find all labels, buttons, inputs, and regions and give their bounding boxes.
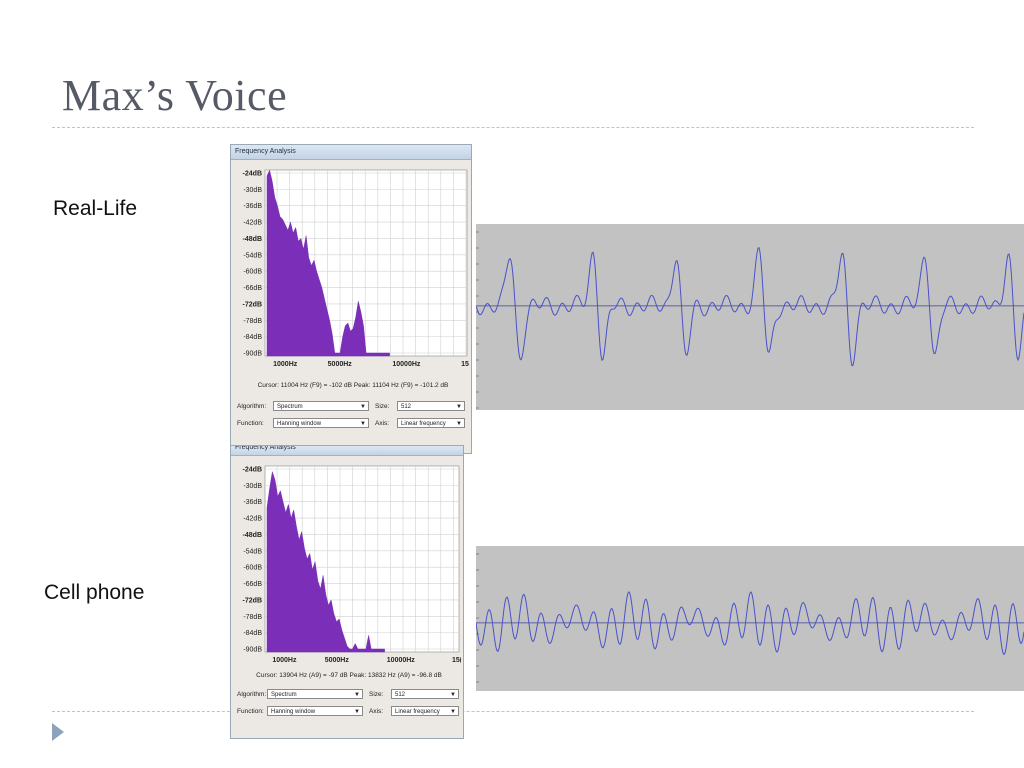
waveform-plot	[476, 231, 1024, 409]
algorithm-value: Spectrum	[277, 404, 303, 410]
waveform-plot	[476, 553, 1024, 683]
hz-tick-label: 1000Hz	[273, 361, 298, 368]
function-value: Hanning window	[271, 709, 316, 715]
chevron-down-icon: ▼	[450, 709, 456, 715]
algorithm-label: Algorithm:	[237, 691, 267, 698]
db-tick-label: -42dB	[243, 516, 262, 523]
spectrum-area	[266, 169, 390, 357]
function-label: Function:	[237, 708, 264, 715]
spectrum-plot: -24dB -30dB -36dB -42dB -48dB -54dB -60dB -66dB…	[243, 465, 461, 664]
window-title: Frequency Analysis	[231, 145, 471, 160]
db-tick-label: -42dB	[243, 220, 262, 227]
size-select[interactable]: 512 ▼	[391, 689, 459, 699]
function-select[interactable]: Hanning window ▼	[267, 706, 363, 716]
db-tick-label: -84dB	[243, 334, 262, 341]
hz-tick-label: 10000Hz	[392, 361, 421, 368]
size-value: 512	[395, 692, 406, 698]
db-tick-label: -90dB	[243, 351, 262, 358]
db-tick-label: -84dB	[243, 630, 262, 637]
axis-select[interactable]: Linear frequency ▼	[397, 418, 465, 428]
db-tick-label: -30dB	[243, 187, 262, 194]
hz-tick-label: 1000Hz	[272, 657, 297, 664]
chevron-down-icon: ▼	[354, 709, 360, 715]
frequency-analysis-window-real-life[interactable]: Frequency Analysis -24dB -30dB -36dB -42dB -…	[230, 144, 472, 454]
chevron-down-icon: ▼	[456, 421, 462, 427]
chevron-down-icon: ▼	[456, 404, 462, 410]
chevron-down-icon: ▼	[354, 692, 360, 698]
hz-tick-label: 15(	[452, 657, 461, 664]
db-tick-label: -30dB	[243, 483, 262, 490]
hz-tick-label: 5000Hz	[328, 361, 353, 368]
db-tick-label: -66dB	[243, 581, 262, 588]
axis-value: Linear frequency	[401, 421, 446, 427]
size-label: Size:	[375, 403, 390, 410]
cursor-readout: Cursor: 13904 Hz (A9) = -97 dB Peak: 138…	[256, 672, 442, 679]
db-tick-label: -72dB	[243, 597, 262, 604]
caption-real-life: Real-Life	[53, 197, 138, 220]
db-tick-label: -24dB	[243, 467, 262, 474]
size-select[interactable]: 512 ▼	[397, 401, 465, 411]
footer-divider	[52, 711, 974, 712]
waveform-real-life	[476, 224, 1024, 410]
db-tick-label: -72dB	[243, 301, 262, 308]
db-tick-label: -60dB	[243, 565, 262, 572]
db-tick-label: -60dB	[243, 269, 262, 276]
hz-tick-label: 5000Hz	[325, 657, 350, 664]
axis-label: Axis:	[375, 420, 390, 427]
frequency-analysis-window-cell-phone[interactable]: Frequency Analysis -24dB -30dB -36dB -42dB -…	[230, 445, 464, 739]
algorithm-label: Algorithm:	[237, 403, 267, 410]
waveform-trace	[476, 590, 1024, 656]
db-tick-label: -24dB	[243, 171, 262, 178]
db-tick-label: -78dB	[243, 614, 262, 621]
db-tick-label: -48dB	[243, 532, 262, 539]
bullet-arrow-icon	[52, 723, 64, 741]
axis-value: Linear frequency	[395, 709, 440, 715]
chevron-down-icon: ▼	[450, 692, 456, 698]
slide-title: Max’s Voice	[62, 71, 288, 120]
function-select[interactable]: Hanning window ▼	[273, 418, 369, 428]
title-divider	[52, 127, 974, 128]
algorithm-value: Spectrum	[271, 692, 297, 698]
db-tick-label: -66dB	[243, 285, 262, 292]
waveform-trace	[476, 246, 1024, 367]
db-tick-label: -54dB	[243, 548, 262, 555]
algorithm-select[interactable]: Spectrum ▼	[273, 401, 369, 411]
cursor-readout: Cursor: 11004 Hz (F9) = -102 dB Peak: 11…	[257, 382, 449, 389]
algorithm-select[interactable]: Spectrum ▼	[267, 689, 363, 699]
axis-select[interactable]: Linear frequency ▼	[391, 706, 459, 716]
db-tick-label: -54dB	[243, 252, 262, 259]
db-tick-label: -36dB	[243, 499, 262, 506]
waveform-cell-phone	[476, 546, 1024, 691]
caption-cell-phone: Cell phone	[44, 581, 145, 604]
hz-tick-label: 15	[461, 361, 469, 368]
chevron-down-icon: ▼	[360, 421, 366, 427]
size-label: Size:	[369, 691, 384, 698]
db-tick-label: -90dB	[243, 647, 262, 654]
db-tick-label: -48dB	[243, 236, 262, 243]
db-tick-label: -78dB	[243, 318, 262, 325]
chevron-down-icon: ▼	[360, 404, 366, 410]
db-tick-label: -36dB	[243, 203, 262, 210]
function-value: Hanning window	[277, 421, 322, 427]
spectrum-area	[266, 471, 385, 653]
hz-tick-label: 10000Hz	[387, 657, 416, 664]
window-title: Frequency Analysis	[231, 446, 463, 456]
spectrum-plot: -24dB -30dB -36dB -42dB -48dB -54dB -60dB -66dB…	[243, 169, 469, 368]
function-label: Function:	[237, 420, 264, 427]
axis-label: Axis:	[369, 708, 384, 715]
size-value: 512	[401, 404, 412, 410]
